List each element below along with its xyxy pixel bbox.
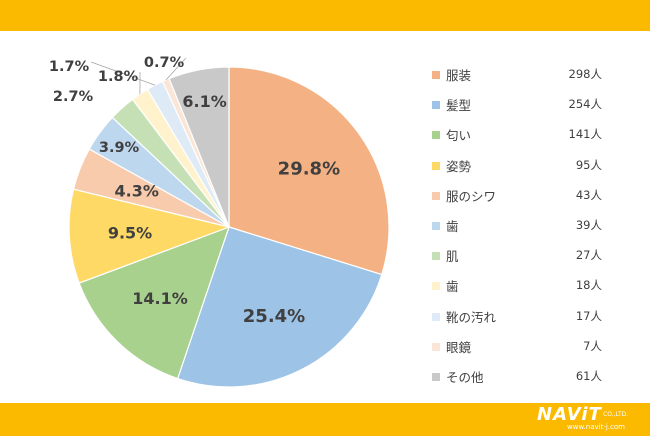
pie-data-label: 6.1% bbox=[182, 92, 226, 111]
pie-slice bbox=[168, 66, 230, 228]
legend-swatch bbox=[432, 131, 440, 140]
legend-item: 服装 298人 bbox=[432, 65, 602, 95]
legend-item: 匂い 141人 bbox=[432, 125, 602, 155]
leader-line bbox=[90, 61, 156, 86]
legend-label: 服のシワ bbox=[446, 188, 497, 204]
legend-label: 服装 bbox=[446, 68, 472, 83]
legend-count: 17人 bbox=[575, 308, 602, 323]
legend-label: 肌 bbox=[446, 249, 459, 265]
logo-url: www.navit-j.com bbox=[567, 423, 625, 431]
legend-item: 眼鏡 7人 bbox=[432, 337, 602, 367]
pie-slice bbox=[68, 188, 232, 284]
legend-item: 肌 27人 bbox=[432, 246, 602, 276]
legend-count: 254人 bbox=[568, 97, 602, 112]
pie-slice bbox=[78, 225, 230, 380]
pie-slice bbox=[176, 226, 383, 388]
legend-swatch bbox=[432, 342, 440, 351]
top-banner bbox=[0, 0, 650, 31]
pie-data-label: 1.7% bbox=[49, 59, 90, 75]
legend: 服装 298人 髪型 254人 匂い 141人 姿勢 95人 服のシワ 43人歯 39人肌 27人歯 1… bbox=[432, 65, 602, 397]
legend-count: 27人 bbox=[575, 248, 602, 263]
pie-data-label: 9.5% bbox=[108, 224, 152, 243]
pie-data-label: 25.4% bbox=[243, 306, 305, 327]
legend-swatch bbox=[432, 282, 440, 291]
legend-swatch bbox=[432, 252, 440, 261]
legend-count: 95人 bbox=[575, 157, 602, 172]
pie-data-label: 2.7% bbox=[53, 89, 94, 105]
logo-suffix: CO.,LTD. bbox=[603, 411, 629, 418]
legend-count: 7人 bbox=[583, 338, 602, 353]
pie-data-label: 29.8% bbox=[278, 159, 340, 180]
legend-label: 姿勢 bbox=[446, 158, 472, 174]
legend-swatch bbox=[432, 312, 440, 321]
legend-count: 141人 bbox=[568, 127, 602, 142]
legend-label: 眼鏡 bbox=[446, 339, 472, 355]
pie-data-label: 0.7% bbox=[144, 55, 185, 71]
pie-data-label: 1.8% bbox=[98, 69, 139, 85]
legend-swatch bbox=[432, 71, 440, 79]
legend-item: その他 61人 bbox=[432, 367, 602, 397]
legend-swatch bbox=[432, 221, 440, 230]
pie-data-label: 4.3% bbox=[115, 182, 159, 201]
legend-count: 39人 bbox=[575, 217, 602, 232]
legend-swatch bbox=[432, 191, 440, 200]
legend-swatch bbox=[432, 101, 440, 110]
legend-count: 61人 bbox=[575, 368, 602, 383]
legend-count: 43人 bbox=[575, 187, 602, 202]
legend-label: その他 bbox=[446, 369, 484, 385]
legend-label: 歯 bbox=[446, 279, 459, 295]
legend-item: 歯 39人 bbox=[432, 216, 602, 246]
legend-count: 298人 bbox=[568, 67, 602, 81]
pie-slice bbox=[228, 66, 390, 276]
legend-label: 匂い bbox=[446, 128, 472, 144]
legend-item: 姿勢 95人 bbox=[432, 156, 602, 186]
pie-data-label: 14.1% bbox=[132, 289, 188, 308]
legend-label: 歯 bbox=[446, 218, 459, 234]
pie-data-label: 3.9% bbox=[99, 140, 140, 156]
legend-label: 靴の汚れ bbox=[446, 309, 497, 325]
legend-item: 靴の汚れ 17人 bbox=[432, 307, 602, 337]
legend-item: 髪型 254人 bbox=[432, 95, 602, 125]
bottom-banner bbox=[0, 403, 650, 436]
legend-label: 髪型 bbox=[446, 98, 472, 114]
legend-count: 18人 bbox=[575, 278, 602, 293]
legend-item: 服のシワ 43人 bbox=[432, 186, 602, 216]
legend-swatch bbox=[432, 161, 440, 170]
legend-swatch bbox=[432, 372, 440, 381]
logo-brand: NAViT bbox=[537, 404, 602, 425]
legend-item: 歯 18人 bbox=[432, 276, 602, 306]
navit-logo: NAViT CO.,LTD. www.navit-j.com bbox=[537, 406, 647, 432]
leader-line bbox=[165, 57, 187, 81]
